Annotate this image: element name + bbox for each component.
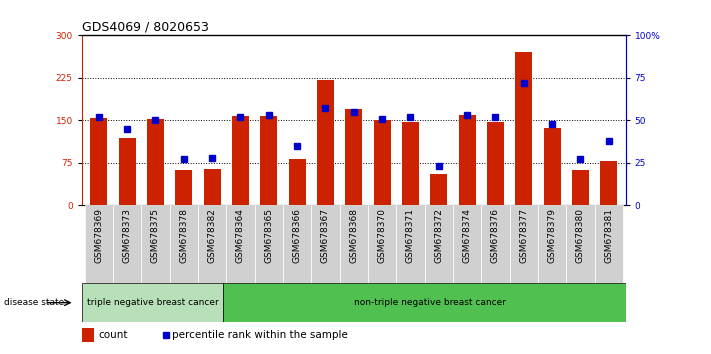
Text: percentile rank within the sample: percentile rank within the sample [171,330,348,340]
Text: GSM678366: GSM678366 [292,208,301,263]
Text: non-triple negative breast cancer: non-triple negative breast cancer [354,298,506,307]
Bar [226,205,255,283]
Bar [82,328,94,342]
Bar [289,159,306,205]
Bar [255,205,283,283]
Bar [572,170,589,205]
Bar [430,174,447,205]
Text: GSM678365: GSM678365 [264,208,273,263]
Bar [481,205,510,283]
Bar [85,205,113,283]
Bar [113,205,141,283]
Bar [510,205,538,283]
Text: GSM678371: GSM678371 [406,208,415,263]
Text: triple negative breast cancer: triple negative breast cancer [87,298,218,307]
Bar [170,205,198,283]
Bar [198,205,226,283]
Bar [515,52,533,205]
Text: GSM678367: GSM678367 [321,208,330,263]
Bar [90,118,107,205]
Bar [311,205,340,283]
Bar [594,205,623,283]
Text: GDS4069 / 8020653: GDS4069 / 8020653 [82,21,208,34]
Bar [368,205,396,283]
Text: disease state: disease state [4,298,64,307]
Bar [600,161,617,205]
Bar [340,205,368,283]
Bar [538,205,566,283]
Bar [283,205,311,283]
Bar [566,205,594,283]
Bar [223,283,637,322]
Bar [175,170,192,205]
Bar [346,109,362,205]
Text: GSM678373: GSM678373 [122,208,132,263]
Bar [260,116,277,205]
Text: GSM678379: GSM678379 [547,208,557,263]
Text: GSM678376: GSM678376 [491,208,500,263]
Bar [203,169,220,205]
Text: GSM678372: GSM678372 [434,208,443,263]
Text: count: count [98,330,127,340]
Text: GSM678375: GSM678375 [151,208,160,263]
Text: GSM678369: GSM678369 [95,208,103,263]
Text: GSM678370: GSM678370 [378,208,387,263]
Text: GSM678364: GSM678364 [236,208,245,263]
Bar [424,205,453,283]
Text: GSM678378: GSM678378 [179,208,188,263]
Bar [543,128,560,205]
Text: GSM678374: GSM678374 [463,208,471,263]
Bar [373,120,390,205]
Bar [119,138,136,205]
Bar [396,205,424,283]
Bar [317,80,334,205]
Text: GSM678381: GSM678381 [604,208,613,263]
Text: GSM678380: GSM678380 [576,208,585,263]
Bar [232,116,249,205]
Text: GSM678368: GSM678368 [349,208,358,263]
Bar [82,283,223,322]
Bar [459,115,476,205]
Bar [402,122,419,205]
Bar [453,205,481,283]
Text: GSM678377: GSM678377 [519,208,528,263]
Text: GSM678382: GSM678382 [208,208,217,263]
Bar [147,119,164,205]
Bar [487,122,504,205]
Bar [141,205,170,283]
